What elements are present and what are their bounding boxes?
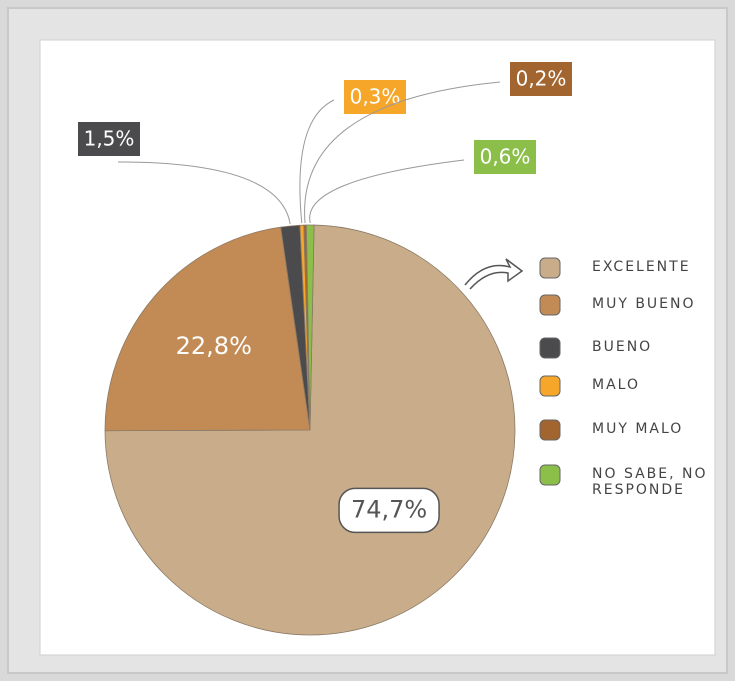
callout-line [299, 99, 335, 224]
label-box [474, 140, 536, 174]
legend-label: BUENO [592, 339, 653, 355]
legend-label: MUY MALO [592, 421, 684, 437]
callout-line [309, 159, 465, 224]
value-label: 74,7% [351, 495, 427, 523]
legend-label: NO SABE, NO RESPONDE [592, 466, 708, 498]
legend-swatch [539, 464, 561, 486]
legend-swatch [539, 419, 561, 441]
pie-slice [305, 224, 315, 431]
legend-label: MUY BUENO [592, 296, 696, 312]
callout-line [304, 81, 501, 224]
legend-label: MALO [592, 377, 640, 393]
label-box [510, 62, 572, 96]
label-box [338, 487, 440, 534]
value-label: 0,2% [516, 67, 567, 91]
value-label: 0,6% [480, 145, 531, 169]
label-box [344, 80, 406, 114]
legend-label: EXCELENTE [592, 259, 691, 275]
value-label: 22,8% [176, 332, 252, 360]
pie-slice [104, 226, 311, 432]
label-box [78, 122, 140, 156]
value-label: 1,5% [84, 127, 135, 151]
legend-swatch [539, 294, 561, 316]
legend-swatch [539, 257, 561, 279]
callout-line [117, 161, 291, 225]
legend-swatch [539, 375, 561, 397]
arrow-icon [464, 258, 524, 290]
legend-swatch [539, 337, 561, 359]
